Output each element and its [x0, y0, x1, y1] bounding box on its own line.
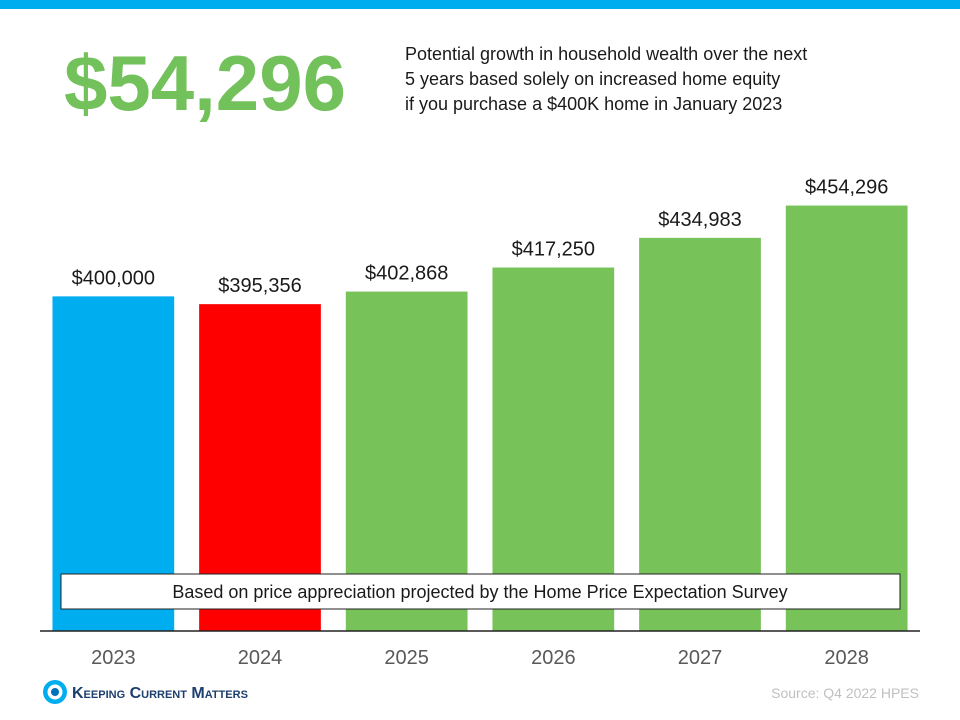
value-label: $434,983	[658, 209, 741, 231]
bar	[639, 237, 761, 632]
subtitle-line: 5 years based solely on increased home e…	[405, 69, 780, 89]
value-label: $395,356	[218, 275, 301, 297]
x-tick-label: 2026	[531, 647, 576, 669]
value-label: $402,868	[365, 263, 448, 285]
value-label: $417,250	[512, 239, 595, 261]
value-label: $454,296	[805, 177, 888, 199]
bar	[492, 267, 615, 631]
source: Source: Q4 2022 HPES	[771, 685, 919, 701]
x-tick-label: 2024	[238, 647, 283, 669]
subtitle-line: if you purchase a $400K home in January …	[405, 94, 782, 114]
x-tick-label: 2023	[91, 647, 136, 669]
logo-text: Keeping Current Matters	[72, 685, 248, 702]
bar	[785, 205, 908, 632]
logo-dot	[51, 688, 59, 696]
x-tick-label: 2028	[824, 647, 869, 669]
note-box	[60, 573, 901, 610]
value-label: $400,000	[72, 267, 155, 289]
subtitle-line: Potential growth in household wealth ove…	[405, 44, 807, 64]
note: Based on price appreciation projected by…	[172, 582, 787, 602]
x-tick-label: 2027	[678, 647, 723, 669]
headline-number: $54,296	[64, 39, 346, 127]
x-tick-label: 2025	[384, 647, 429, 669]
top-band	[0, 0, 960, 9]
logo-icon	[43, 680, 67, 704]
